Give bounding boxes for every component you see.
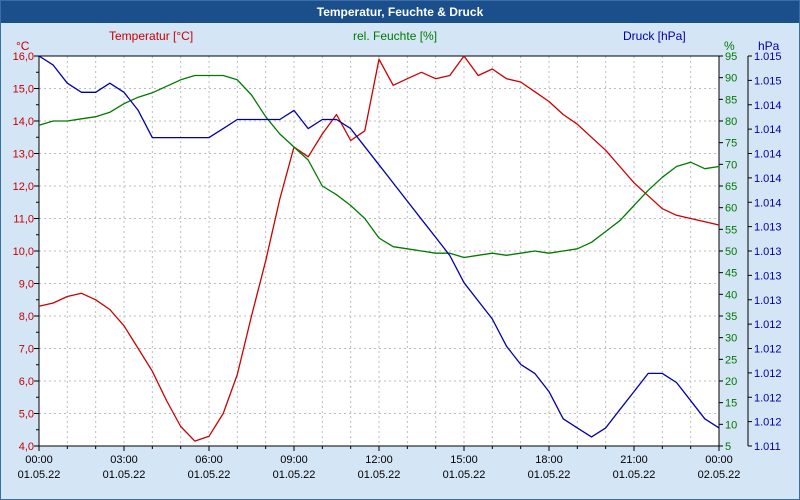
right-inner-axis-tick-label: 20 [725,376,737,388]
right-inner-axis-tick-label: 35 [725,311,737,323]
x-axis-time-label: 21:00 [620,454,648,466]
right-inner-axis-tick-label: 85 [725,94,737,106]
x-axis-date-label: 01.05.22 [528,469,571,481]
left-axis-tick-label: 11,0 [13,214,34,226]
right-inner-axis-tick-label: 15 [725,398,737,410]
left-axis-tick-label: 5,0 [19,409,34,421]
right-inner-axis-tick-label: 60 [725,203,737,215]
left-axis-tick-label: 13,0 [13,149,34,161]
left-axis-tick-label: 10,0 [13,246,34,258]
x-axis-time-label: 00:00 [705,454,733,466]
x-axis-time-label: 15:00 [450,454,478,466]
x-axis-date-label: 02.05.22 [698,469,741,481]
left-axis-tick-label: 7,0 [19,344,34,356]
humidity-line [38,74,720,259]
x-axis-time-label: 12:00 [365,454,393,466]
left-axis-tick-label: 9,0 [19,279,34,291]
right-inner-axis-tick-label: 55 [725,224,737,236]
right-outer-axis-tick-label: 1.013 [754,222,782,234]
left-axis-tick-label: 6,0 [19,376,34,388]
right-inner-axis-tick-label: 45 [725,268,737,280]
right-outer-axis-tick-label: 1.015 [754,75,782,87]
right-inner-axis-tick-label: 25 [725,354,737,366]
x-axis-time-label: 09:00 [280,454,308,466]
right-outer-axis-tick-label: 1.014 [754,124,782,136]
temperature-line [38,55,720,442]
x-axis-time-label: 06:00 [195,454,223,466]
right-inner-axis-tick-label: 50 [725,246,737,258]
right-inner-axis-tick-label: 95 [725,51,737,63]
right-inner-axis-tick-label: 65 [725,181,737,193]
right-inner-axis-tick-label: 90 [725,73,737,85]
left-axis-tick-label: 15,0 [13,84,34,96]
right-outer-axis-tick-label: 1.013 [754,246,782,258]
right-inner-axis-tick-label: 75 [725,138,737,150]
right-outer-axis-tick-label: 1.013 [754,295,782,307]
left-axis-tick-label: 4,0 [19,441,34,453]
right-outer-axis-tick-label: 1.013 [754,270,782,282]
right-inner-axis-tick-label: 70 [725,159,737,171]
x-axis-time-label: 03:00 [110,454,138,466]
x-axis-date-label: 01.05.22 [103,469,146,481]
x-axis-date-label: 01.05.22 [443,469,486,481]
left-axis-tick-label: 8,0 [19,311,34,323]
right-outer-axis-tick-label: 1.012 [754,344,782,356]
right-outer-axis-tick-label: 1.014 [754,197,782,209]
pressure-line [38,55,720,438]
right-outer-axis-tick-label: 1.014 [754,149,782,161]
right-outer-axis-tick-label: 1.014 [754,173,782,185]
weather-chart: 16,0 15,0 14,0 13,0 12,0 11,0 10,0 9,0 8,0 7,0 6,0… [13,51,782,481]
right-inner-axis-tick-label: 30 [725,333,737,345]
left-axis-tick-label: 14,0 [13,116,34,128]
window-title-bar: Temperatur, Feuchte & Druck [1,1,799,23]
x-axis-date-label: 01.05.22 [188,469,231,481]
window-title: Temperatur, Feuchte & Druck [316,5,484,19]
left-axis-tick-label: 16,0 [13,51,34,63]
legend-humidity: rel. Feuchte [%] [353,29,438,43]
right-inner-axis-tick-label: 80 [725,116,737,128]
legend-pressure: Druck [hPa] [623,29,686,43]
right-outer-axis-tick-label: 1.015 [754,51,782,63]
x-axis-date-label: 01.05.22 [358,469,401,481]
x-axis-date-label: 01.05.22 [18,469,61,481]
x-axis-time-label: 00:00 [25,454,53,466]
right-inner-axis-tick-label: 10 [725,419,737,431]
right-outer-axis-tick-label: 1.011 [754,441,781,453]
right-inner-axis-unit: % [724,39,735,53]
right-outer-axis-tick-label: 1.012 [754,319,782,331]
right-outer-axis-tick-label: 1.012 [754,392,782,404]
right-inner-axis-tick-label: 5 [725,441,731,453]
legend-temperature: Temperatur [°C] [109,29,194,43]
right-outer-axis-unit: hPa [758,39,780,53]
right-outer-axis-tick-label: 1.014 [754,100,782,112]
left-axis-tick-label: 12,0 [13,181,34,193]
right-outer-axis-tick-label: 1.012 [754,417,782,429]
right-inner-axis-tick-label: 40 [725,289,737,301]
x-axis-date-label: 01.05.22 [273,469,316,481]
left-axis-unit: °C [16,39,30,53]
x-axis-time-label: 18:00 [535,454,563,466]
right-outer-axis-tick-label: 1.012 [754,368,782,380]
x-axis-date-label: 01.05.22 [613,469,656,481]
